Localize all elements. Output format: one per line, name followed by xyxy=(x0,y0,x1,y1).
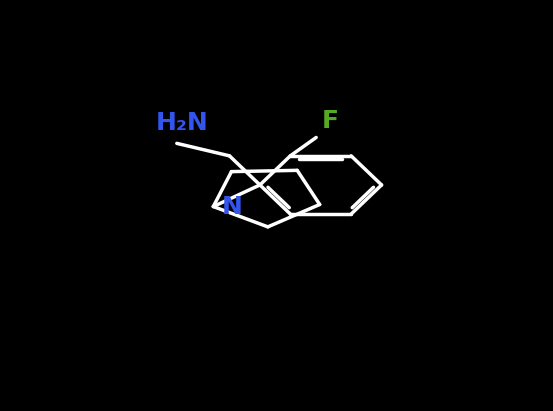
Text: H₂N: H₂N xyxy=(156,111,208,135)
Text: F: F xyxy=(322,109,338,133)
Text: N: N xyxy=(222,194,242,219)
